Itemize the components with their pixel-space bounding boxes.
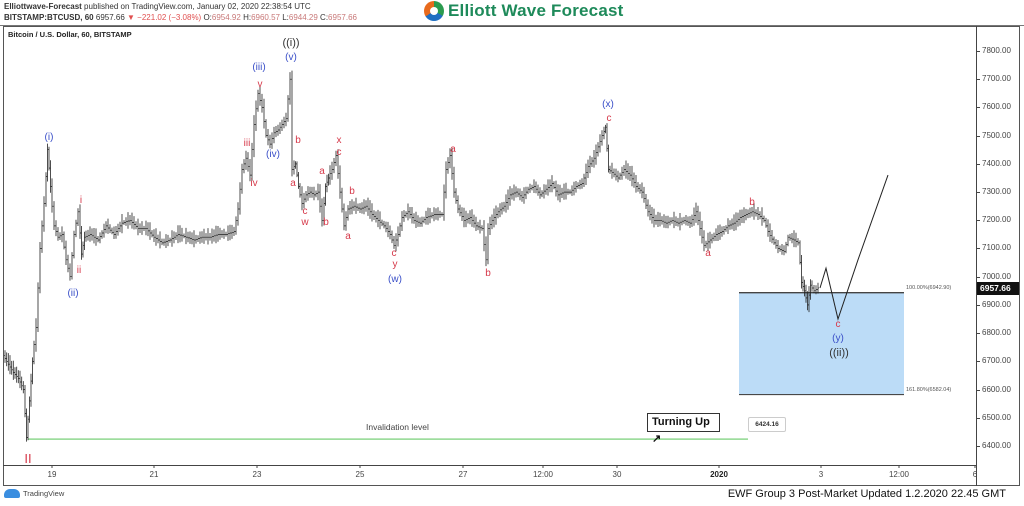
update-footer: EWF Group 3 Post-Market Updated 1.2.2020… <box>727 488 1006 500</box>
wave-label: b <box>749 197 755 209</box>
wave-label: (i) <box>44 132 54 144</box>
price-tick: 6700.00 <box>976 356 1011 366</box>
wave-label: a <box>345 231 351 243</box>
wave-label: (v) <box>285 52 297 64</box>
turning-up-label: Turning Up <box>652 416 710 428</box>
wave-label: a <box>705 248 711 260</box>
price-tick: 7000.00 <box>976 271 1011 281</box>
wave-label: i <box>79 194 83 206</box>
tradingview-label: TradingView <box>23 489 65 498</box>
price-tick: 6900.00 <box>976 299 1011 309</box>
time-tick: 23 <box>252 470 262 479</box>
wave-label: (y) <box>832 332 844 344</box>
wave-label: II <box>24 451 32 467</box>
wave-label: c <box>302 205 308 217</box>
pane-title: Bitcoin / U.S. Dollar, 60, BITSTAMP <box>8 30 132 39</box>
price-tick: 7400.00 <box>976 158 1011 168</box>
open-label: O: <box>203 13 212 22</box>
tradingview-brand: TradingView <box>4 489 64 498</box>
wave-label: b <box>349 186 355 198</box>
wave-label: y <box>392 259 398 271</box>
wave-label: x <box>336 135 342 147</box>
symbol: BITSTAMP:BTCUSD, 60 <box>4 13 94 22</box>
wave-label: v <box>257 78 263 90</box>
wave-label: a <box>319 166 325 178</box>
arrow-up-right-icon: ↗ <box>652 433 662 445</box>
time-tick: 2020 <box>710 470 728 479</box>
wave-label: c <box>391 248 397 260</box>
last-price-tag: 6957.66 <box>977 282 1019 295</box>
wave-label: c <box>835 318 841 330</box>
wave-label: a <box>290 177 296 189</box>
wave-label: (iv) <box>266 149 280 161</box>
symbol-info: BITSTAMP:BTCUSD, 60 6957.66 ▼ −221.02 (−… <box>4 13 357 22</box>
wave-label: c <box>606 112 612 124</box>
time-tick: 27 <box>458 470 468 479</box>
price-tick: 7800.00 <box>976 46 1011 55</box>
price-tick: 6500.00 <box>976 412 1011 422</box>
time-tick: 12:00 <box>532 470 554 479</box>
wave-label: w <box>301 217 309 229</box>
close-label: C: <box>320 13 329 22</box>
logo-text: Elliott Wave Forecast <box>448 1 624 20</box>
price-axis-border <box>976 26 977 486</box>
price-change: ▼ −221.02 (−3.08%) <box>127 13 202 22</box>
fib-100-label: 100.00%(6942.90) <box>906 285 952 291</box>
wave-label: iii <box>243 138 251 150</box>
time-tick: 19 <box>47 470 57 479</box>
low-value: 6944.29 <box>288 13 318 22</box>
price-tick: 7700.00 <box>976 74 1011 84</box>
published-text: published on TradingView.com, January 02… <box>84 2 311 11</box>
invalidation-price-tag: 6424.16 <box>748 417 786 432</box>
header-divider <box>0 25 1024 26</box>
wave-label: b <box>485 267 491 279</box>
price-tick: 6800.00 <box>976 328 1011 338</box>
time-tick: 21 <box>149 470 159 479</box>
time-axis-border <box>3 465 976 466</box>
close-value: 6957.66 <box>328 13 357 22</box>
wave-label: b <box>323 217 329 229</box>
time-tick: 12:00 <box>888 470 910 479</box>
tradingview-cloud-icon <box>4 489 20 498</box>
chart-frame <box>3 26 1020 486</box>
high-value: 6960.57 <box>251 13 280 22</box>
time-tick: 3 <box>818 470 824 479</box>
price-tick: 7100.00 <box>976 243 1011 253</box>
wave-label: a <box>450 143 456 155</box>
time-tick: 25 <box>355 470 365 479</box>
wave-label: c <box>336 146 342 158</box>
projection-path <box>819 174 889 321</box>
price-tick: 7300.00 <box>976 187 1011 197</box>
ewf-logo: Elliott Wave Forecast <box>424 1 624 21</box>
wave-label: ((ii)) <box>829 346 849 359</box>
wave-label: (ii) <box>67 287 79 299</box>
time-tick: 6 <box>972 470 978 479</box>
invalidation-label: Invalidation level <box>366 422 429 432</box>
wave-label: (w) <box>388 273 402 285</box>
price-tick: 6600.00 <box>976 384 1011 394</box>
publish-info: Elliottwave-Forecast published on Tradin… <box>4 2 311 11</box>
price-tick: 7600.00 <box>976 102 1011 112</box>
wave-label: ((i)) <box>282 36 300 49</box>
high-label: H: <box>243 13 252 22</box>
last-price: 6957.66 <box>95 13 125 22</box>
fib-161-label: 161.80%(6582.04) <box>906 387 952 393</box>
price-tick: 6400.00 <box>976 440 1011 450</box>
price-tick: 7500.00 <box>976 130 1011 140</box>
publisher-name: Elliottwave-Forecast <box>4 2 82 11</box>
wave-label: ii <box>76 265 82 277</box>
wave-label: (iii) <box>252 61 266 73</box>
low-label: L: <box>282 13 289 22</box>
time-tick: 30 <box>612 470 622 479</box>
ewf-logo-icon <box>424 1 444 21</box>
wave-label: b <box>295 135 301 147</box>
wave-label: iv <box>250 177 258 189</box>
open-value: 6954.92 <box>211 13 241 22</box>
wave-label: (x) <box>602 98 614 110</box>
turning-up-badge: Turning Up ↗ <box>647 413 720 445</box>
price-tick: 7200.00 <box>976 215 1011 225</box>
